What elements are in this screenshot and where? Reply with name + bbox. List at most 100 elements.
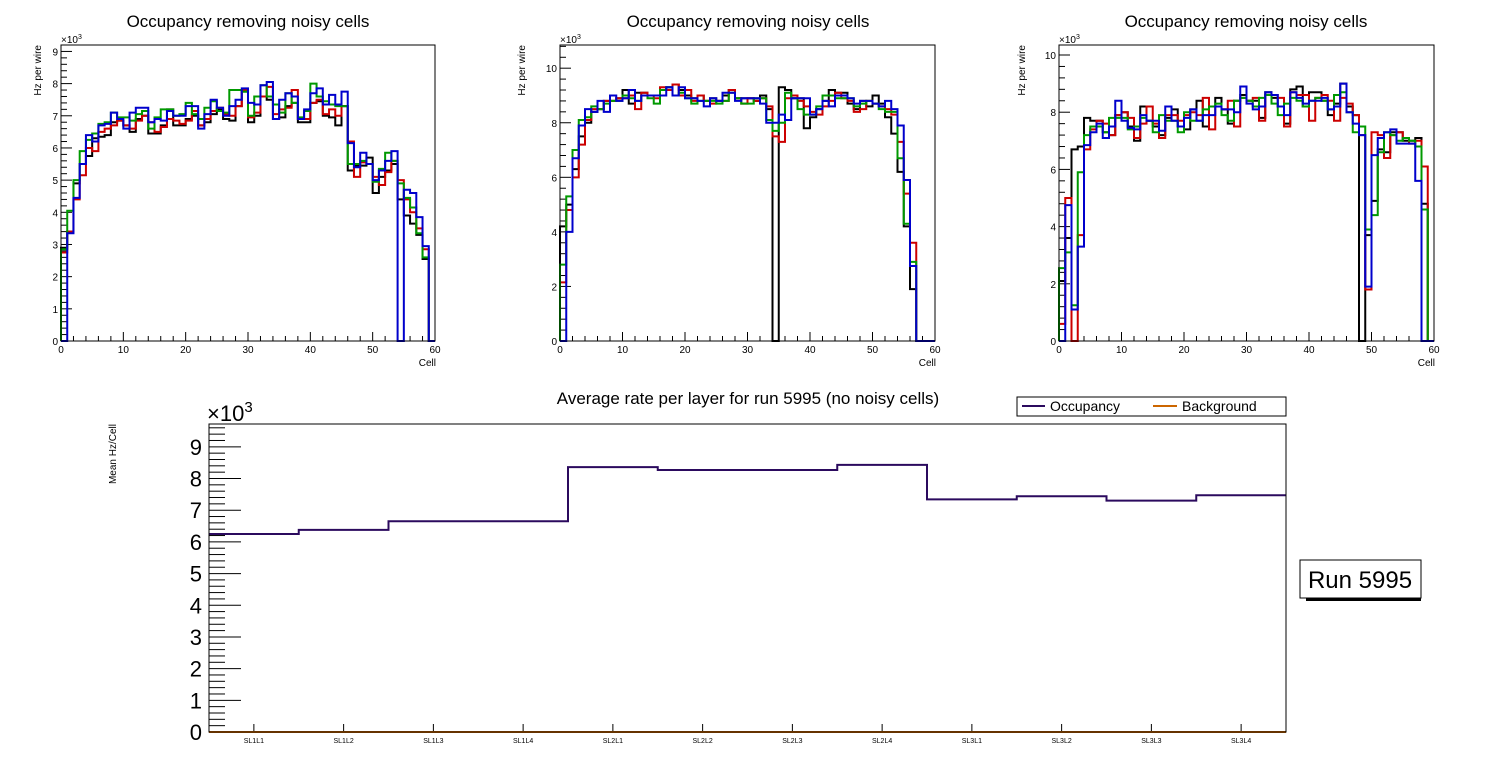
average-multiplier: ×103 xyxy=(207,399,253,426)
panel-1-xtick-label: 30 xyxy=(242,345,254,356)
panel-1-xtick-label: 0 xyxy=(58,345,64,356)
panel-1-ytick-label: 7 xyxy=(52,112,58,123)
panel-2-xtick-label: 60 xyxy=(929,345,941,356)
panel-2-xlabel: Cell xyxy=(919,358,936,369)
panel-1-xtick-label: 40 xyxy=(305,345,317,356)
panel-2-ylabel: Hz per wire xyxy=(517,45,528,96)
panel-1-ylabel: Hz per wire xyxy=(33,45,44,96)
histogram-panel-3: Occupancy removing noisy cells Hz per wi… xyxy=(1017,12,1440,369)
panel-1-xtick-label: 60 xyxy=(429,345,441,356)
average-xtick-label: SL1L3 xyxy=(423,738,443,745)
panel-3-ytick-label: 0 xyxy=(1050,337,1056,348)
panel-2-series-black xyxy=(559,83,935,342)
panel-2-xtick-label: 50 xyxy=(867,345,879,356)
panel-2-title: Occupancy removing noisy cells xyxy=(627,12,870,31)
average-axes: 0 1 2 3 4 5 6 7 8 9 SL1L1 SL1L2 SL1L3 SL1L4 SL2L1 SL2L2… xyxy=(190,427,1251,745)
panel-3-series-red xyxy=(1058,91,1434,342)
average-ytick-label: 8 xyxy=(190,467,202,492)
run-label-frame xyxy=(1299,559,1422,599)
average-xtick-label: SL2L2 xyxy=(693,738,713,745)
histogram-panel-2: Occupancy removing noisy cells Hz per wi… xyxy=(517,12,941,369)
average-xtick-label: SL2L1 xyxy=(603,738,623,745)
average-frame xyxy=(208,423,1287,733)
panel-1-multiplier: ×103 xyxy=(61,34,82,46)
average-series xyxy=(209,463,1286,733)
average-xtick-label: SL1L2 xyxy=(334,738,354,745)
panel-2-series-blue xyxy=(560,86,935,342)
panel-1-ytick-label: 9 xyxy=(52,47,58,58)
panel-2-xtick-label: 30 xyxy=(742,345,754,356)
panel-1-series xyxy=(60,81,435,342)
panel-2-multiplier: ×103 xyxy=(560,34,581,46)
panel-1-frame xyxy=(60,44,436,342)
panel-2-series-green xyxy=(559,86,935,342)
panel-3-series xyxy=(1058,82,1434,342)
panel-1-ytick-label: 3 xyxy=(52,240,58,251)
panel-2-series xyxy=(559,83,935,342)
panel-2-axes: 0 10 20 30 40 50 60 0 2 4 6 8 10 xyxy=(546,45,941,356)
average-ytick-label: 5 xyxy=(190,562,202,587)
average-xtick-label: SL3L3 xyxy=(1141,738,1161,745)
average-xtick-label: SL1L4 xyxy=(513,738,533,745)
panel-1-xtick-label: 50 xyxy=(367,345,379,356)
average-xtick-label: SL3L1 xyxy=(962,738,982,745)
panel-1-ytick-label: 2 xyxy=(52,273,58,284)
panel-1-ytick-label: 8 xyxy=(52,80,58,91)
panel-3-xtick-label: 10 xyxy=(1116,345,1128,356)
panel-2-ytick-label: 6 xyxy=(551,173,557,184)
average-xtick-label: SL2L3 xyxy=(782,738,802,745)
average-ytick-label: 0 xyxy=(190,720,202,745)
average-xtick-label: SL2L4 xyxy=(872,738,892,745)
average-xtick-label: SL1L1 xyxy=(244,738,264,745)
average-ytick-label: 4 xyxy=(190,593,202,618)
panel-1-xlabel: Cell xyxy=(419,358,436,369)
average-rate-panel: Average rate per layer for run 5995 (no … xyxy=(108,389,1422,745)
average-ytick-label: 6 xyxy=(190,530,202,555)
panel-3-axes: 0 10 20 30 40 50 60 0 2 4 6 8 10 xyxy=(1045,51,1440,356)
panel-3-ylabel: Hz per wire xyxy=(1017,45,1028,96)
panel-2-xtick-label: 40 xyxy=(804,345,816,356)
panel-1-series-blue xyxy=(61,81,435,342)
average-xtick-label: SL3L2 xyxy=(1052,738,1072,745)
panel-2-xtick-label: 0 xyxy=(557,345,563,356)
panel-1-xtick-label: 10 xyxy=(118,345,130,356)
panel-1-series-black xyxy=(60,90,435,342)
panel-3-xtick-label: 40 xyxy=(1303,345,1315,356)
panel-3-xtick-label: 50 xyxy=(1366,345,1378,356)
panel-3-frame xyxy=(1058,44,1435,342)
panel-3-ytick-label: 10 xyxy=(1045,51,1057,62)
panel-2-xtick-label: 20 xyxy=(679,345,691,356)
run-label: Run 5995 xyxy=(1308,567,1412,594)
panel-3-multiplier: ×103 xyxy=(1059,34,1080,46)
panel-3-ytick-label: 4 xyxy=(1050,223,1056,234)
panel-2-xtick-label: 10 xyxy=(617,345,629,356)
panel-3-xtick-label: 30 xyxy=(1241,345,1253,356)
panel-1-ytick-label: 5 xyxy=(52,176,58,187)
average-xtick-label: SL3L4 xyxy=(1231,738,1251,745)
panel-2-ytick-label: 4 xyxy=(551,228,557,239)
panel-2-series-red xyxy=(559,83,935,342)
average-ytick-label: 2 xyxy=(190,657,202,682)
panel-3-xtick-label: 20 xyxy=(1178,345,1190,356)
average-ytick-label: 1 xyxy=(190,688,202,713)
average-series-occupancy xyxy=(209,463,1286,535)
average-title: Average rate per layer for run 5995 (no … xyxy=(557,389,939,408)
panel-3-ytick-label: 6 xyxy=(1050,165,1056,176)
panel-1-series-red xyxy=(60,85,435,342)
panel-2-ytick-label: 2 xyxy=(551,282,557,293)
panel-2-frame xyxy=(559,44,936,342)
panel-1-ytick-label: 6 xyxy=(52,144,58,155)
panel-1-ytick-label: 0 xyxy=(52,337,58,348)
panel-3-title: Occupancy removing noisy cells xyxy=(1125,12,1368,31)
legend: Occupancy Background xyxy=(1016,396,1287,417)
panel-3-series-blue xyxy=(1059,82,1434,342)
panel-3-ytick-label: 8 xyxy=(1050,108,1056,119)
panel-2-ytick-label: 8 xyxy=(551,119,557,130)
panel-1-ytick-label: 1 xyxy=(52,305,58,316)
legend-occupancy-label: Occupancy xyxy=(1050,398,1120,414)
average-ytick-label: 3 xyxy=(190,625,202,650)
legend-background-label: Background xyxy=(1182,398,1257,414)
panel-3-xtick-label: 60 xyxy=(1428,345,1440,356)
panel-1-title: Occupancy removing noisy cells xyxy=(127,12,370,31)
